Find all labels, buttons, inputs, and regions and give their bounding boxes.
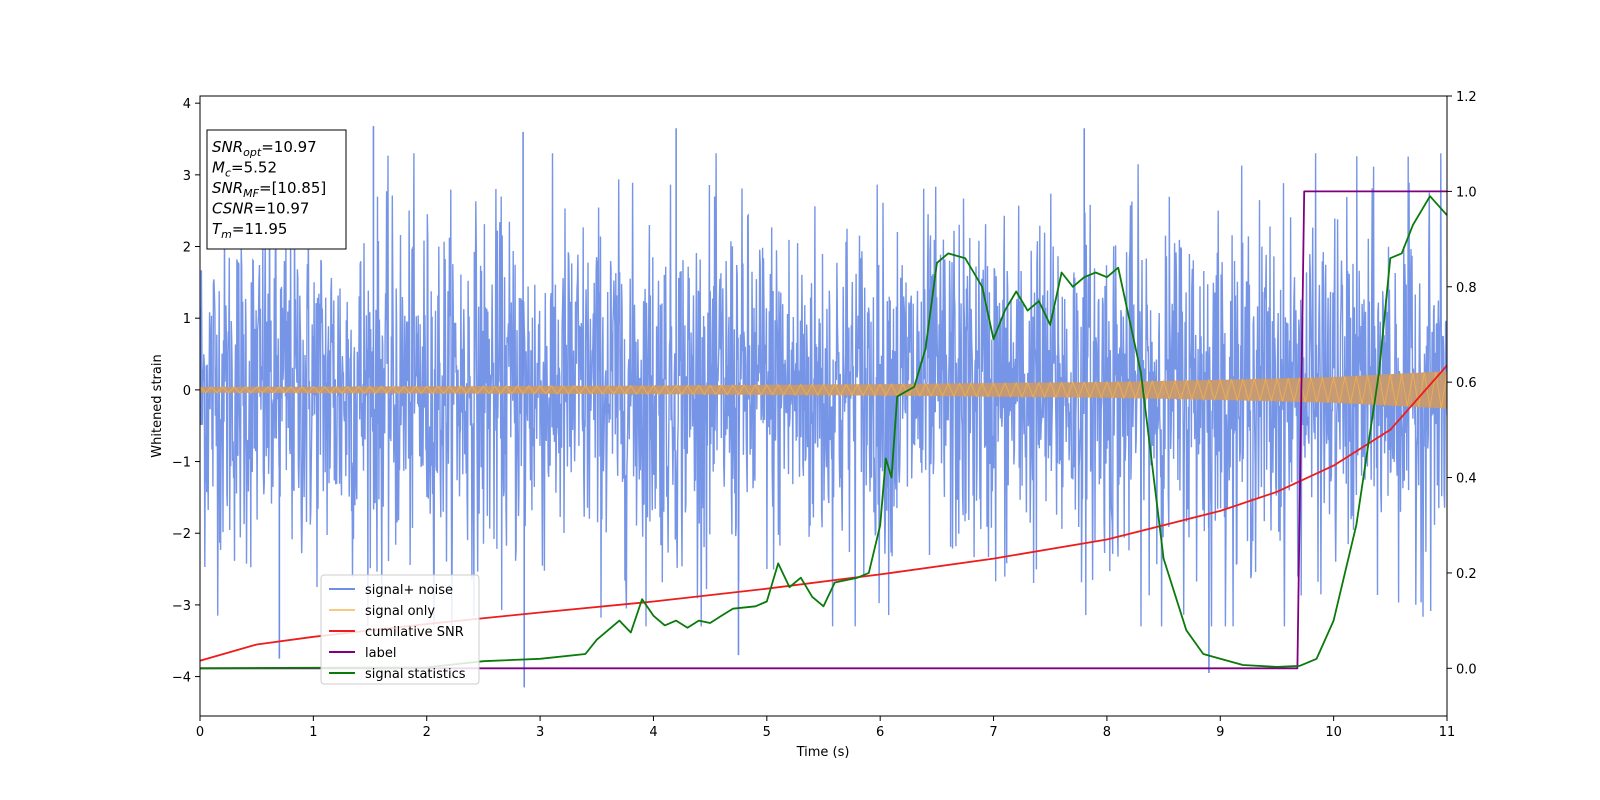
x-axis-ticks: 0 1 2 3 4 5 6 7 8 9 10 11 [196,716,1455,740]
series-signal-plus-noise [200,126,1447,688]
x-tick-label: 4 [649,725,657,740]
y-right-tick-label: 0.4 [1456,472,1477,487]
x-tick-label: 3 [536,725,544,740]
legend-label-cumilative-snr: cumilative SNR [365,625,464,640]
x-tick-label: 11 [1439,725,1456,740]
legend-label-signal-statistics: signal statistics [365,667,466,682]
y-right-tick-label: 1.2 [1456,90,1477,105]
y-right-tick-label: 0.0 [1456,662,1477,677]
x-tick-label: 5 [763,725,771,740]
legend-label-signal-only: signal only [365,604,435,619]
plot-frame [199,95,1448,717]
y-left-tick-label: −2 [172,527,191,542]
y-left-tick-label: −3 [172,599,191,614]
y-right-tick-label: 1.0 [1456,185,1477,200]
x-tick-label: 2 [423,725,431,740]
annotation-line: CSNR=10.97 [212,200,309,218]
series-label-line [200,190,1447,670]
y-axis-label: Whitened strain [150,354,165,457]
signal-only-line [200,371,1447,409]
y-left-tick-label: −1 [172,456,191,471]
y-right-tick-label: 0.8 [1456,281,1477,296]
y-left-tick-label: 3 [183,169,191,184]
y-right-tick-label: 0.2 [1456,567,1477,582]
x-tick-label: 0 [196,725,204,740]
x-tick-label: 7 [989,725,997,740]
series-signal-statistics-line [200,195,1447,670]
x-tick-label: 9 [1216,725,1224,740]
x-tick-label: 6 [876,725,884,740]
x-tick-label: 1 [309,725,317,740]
legend-label-signal-noise: signal+ noise [365,583,453,598]
x-tick-label: 10 [1325,725,1342,740]
y-axis-right-ticks: 0.0 0.2 0.4 0.6 0.8 1.0 1.2 [1447,90,1477,677]
y-left-tick-label: 1 [183,312,191,327]
y-left-tick-label: 2 [183,241,191,256]
series-signal-only [200,371,1447,409]
annotation-line: SNRopt=10.97 [212,138,317,159]
x-axis-label: Time (s) [796,745,850,760]
legend-label-label: label [365,646,396,661]
annotation-line: Mc=5.52 [212,159,277,180]
legend: signal+ noise signal only cumilative SNR la… [320,574,480,685]
stats-annotation-box: SNRopt=10.97Mc=5.52SNRMF=[10.85]CSNR=10.… [206,129,347,250]
y-right-tick-label: 0.6 [1456,376,1477,391]
y-left-tick-label: 4 [183,97,191,112]
annotation-line: Tm=11.95 [212,220,287,241]
signal-plus-noise-line [200,153,1447,627]
signal-only-band [200,371,1447,409]
x-tick-label: 8 [1103,725,1111,740]
y-axis-left-ticks: −4 −3 −2 −1 0 1 2 3 4 [172,97,200,686]
annotation-line: SNRMF=[10.85] [212,179,326,200]
y-left-tick-label: 0 [183,384,191,399]
y-left-tick-label: −4 [172,671,191,686]
